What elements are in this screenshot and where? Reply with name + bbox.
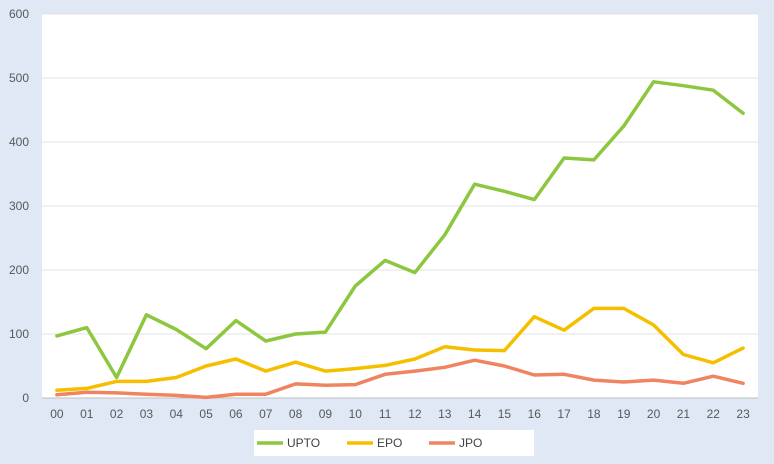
x-tick-label: 06 [229, 407, 243, 421]
y-tick-label: 500 [9, 71, 29, 85]
x-tick-label: 20 [647, 407, 661, 421]
y-tick-label: 200 [9, 263, 29, 277]
y-tick-label: 0 [22, 391, 29, 405]
x-tick-label: 01 [80, 407, 94, 421]
x-tick-label: 18 [587, 407, 601, 421]
x-tick-label: 03 [140, 407, 154, 421]
y-tick-label: 300 [9, 199, 29, 213]
x-tick-label: 07 [259, 407, 273, 421]
x-tick-label: 16 [528, 407, 542, 421]
x-tick-label: 04 [170, 407, 184, 421]
x-tick-label: 05 [199, 407, 213, 421]
x-tick-label: 02 [110, 407, 124, 421]
series-line-epo [55, 306, 745, 393]
x-tick-label: 15 [498, 407, 512, 421]
x-tick-label: 19 [617, 407, 631, 421]
y-axis-ticks: 0 100 200 300 400 500 600 [9, 7, 29, 405]
x-tick-label: 14 [468, 407, 482, 421]
gridlines [42, 13, 758, 399]
x-tick-label: 21 [677, 407, 691, 421]
x-tick-label: 23 [736, 407, 750, 421]
x-tick-label: 10 [349, 407, 363, 421]
x-tick-label: 12 [408, 407, 422, 421]
x-tick-label: 22 [707, 407, 721, 421]
x-tick-label: 11 [379, 407, 392, 421]
y-tick-label: 400 [9, 135, 29, 149]
y-tick-label: 100 [9, 327, 29, 341]
x-tick-label: 00 [50, 407, 64, 421]
legend-box [254, 430, 534, 456]
legend-label-upto: UPTO [287, 436, 320, 450]
series-line-jpo [55, 358, 745, 400]
x-axis-ticks: 00 01 02 03 04 05 06 07 08 09 10 11 12 13 14 15 16 17 18 19… [50, 407, 750, 421]
x-tick-label: 09 [319, 407, 333, 421]
x-tick-label: 08 [289, 407, 303, 421]
series-lines [55, 80, 745, 400]
legend-label-jpo: JPO [459, 436, 482, 450]
x-tick-label: 17 [557, 407, 571, 421]
series-line-upto [55, 80, 745, 380]
x-tick-label: 13 [438, 407, 452, 421]
legend-label-epo: EPO [377, 436, 402, 450]
legend: UPTO EPO JPO [254, 430, 534, 456]
y-tick-label: 600 [9, 7, 29, 21]
